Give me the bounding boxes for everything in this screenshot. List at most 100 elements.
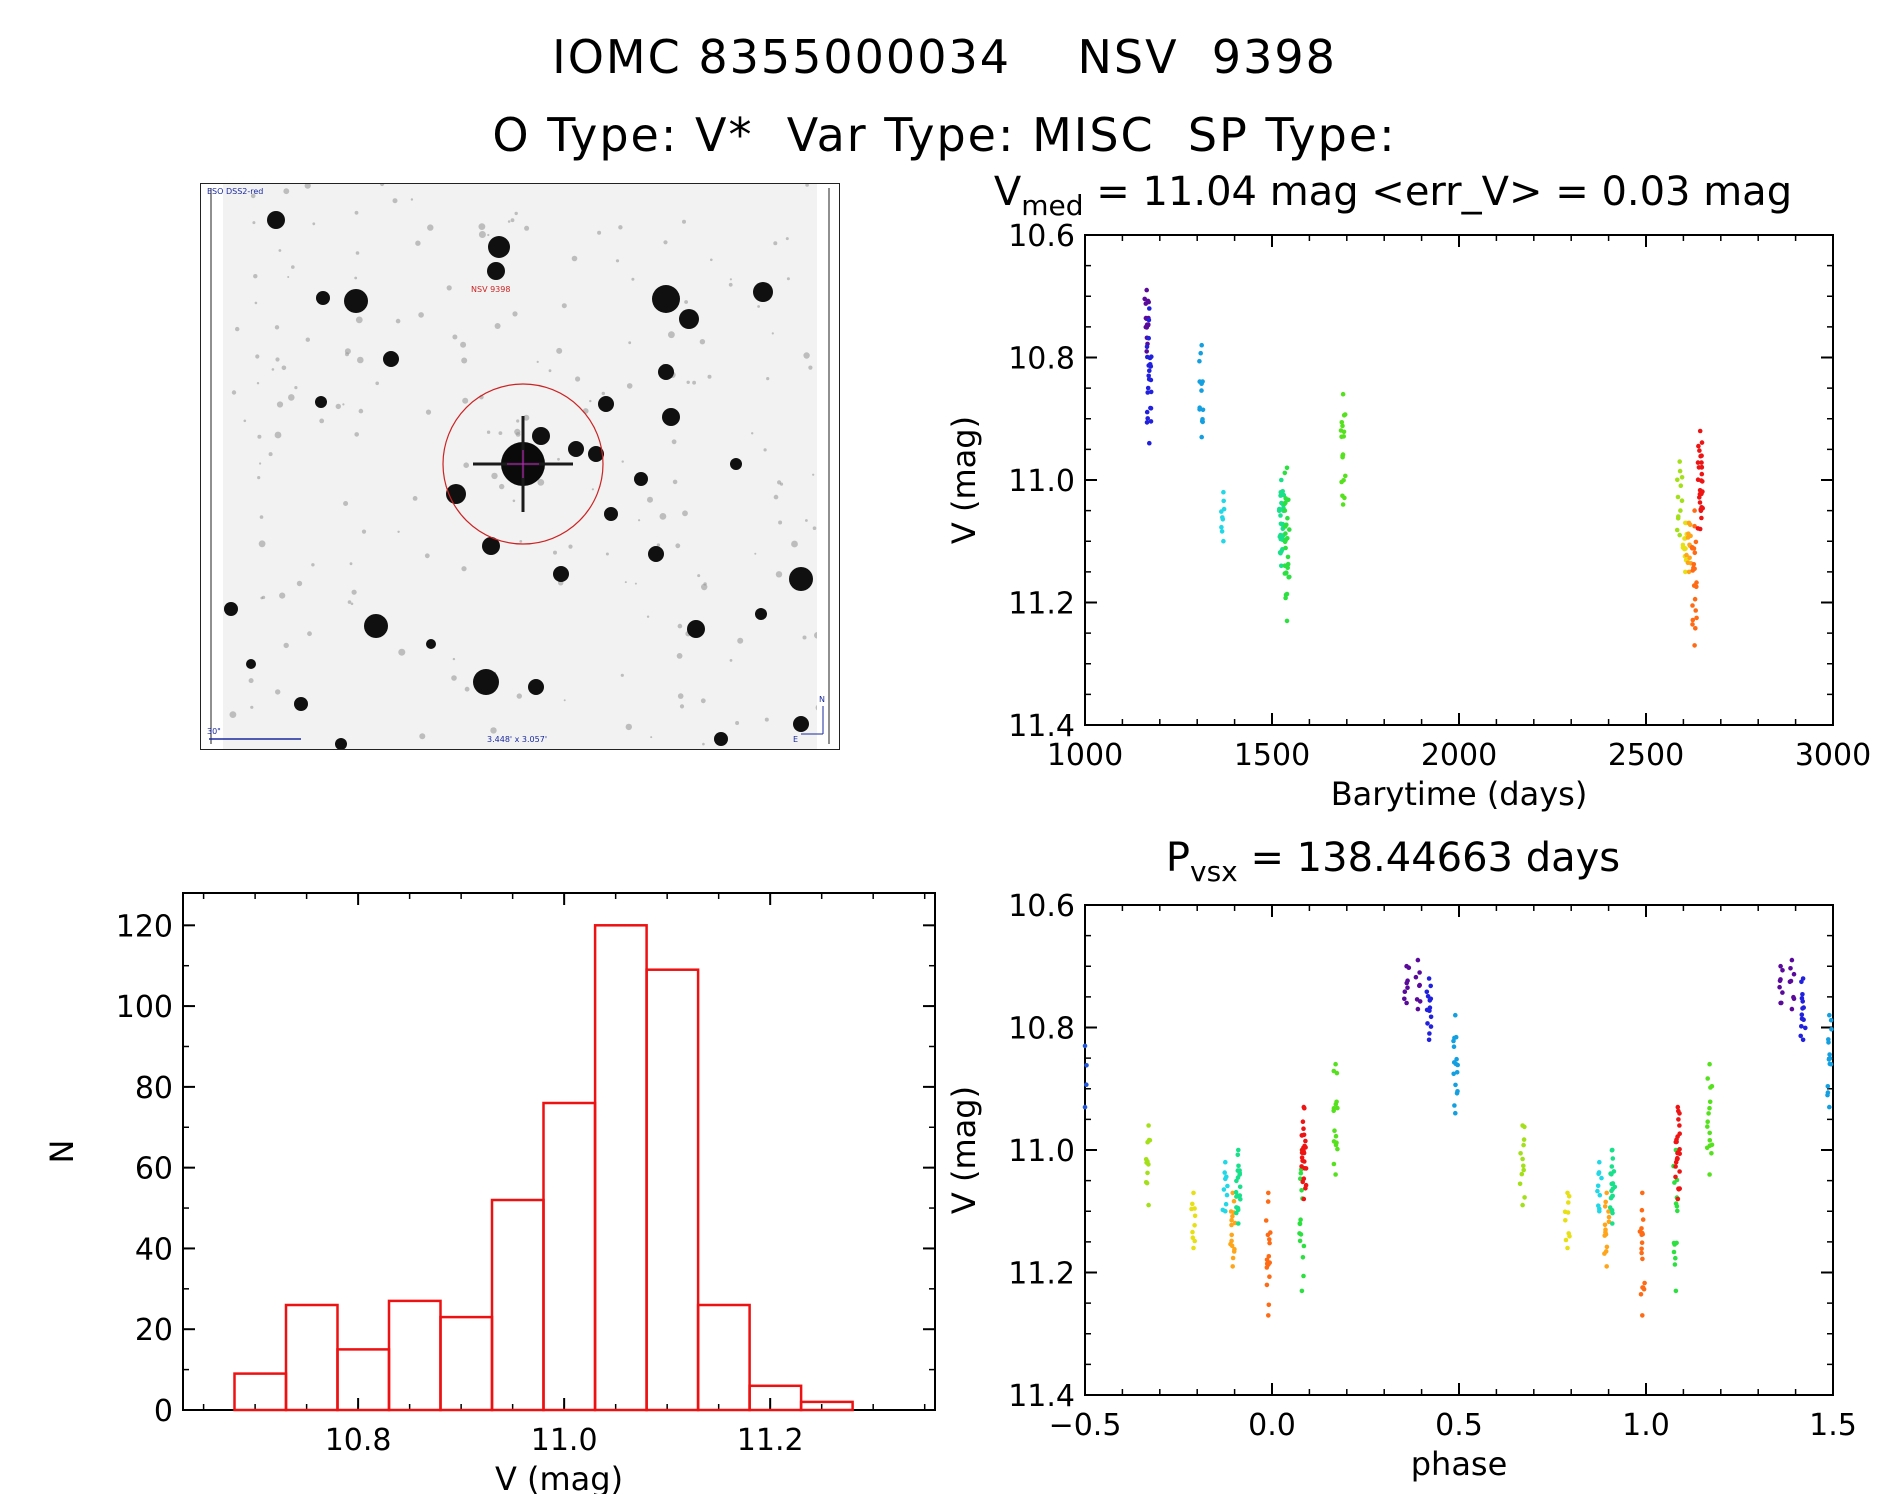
data-point bbox=[1787, 979, 1793, 985]
histogram-panel: 10.8 11.0 11.2 0 20 40 60 80 100 120 V (mag) N bbox=[43, 892, 936, 1494]
data-point bbox=[1677, 468, 1683, 474]
finder-scale-label: 30" bbox=[207, 727, 221, 736]
data-point bbox=[1417, 970, 1422, 975]
data-point bbox=[1404, 980, 1409, 986]
faint-star bbox=[763, 448, 767, 452]
data-point bbox=[1219, 524, 1224, 530]
faint-star bbox=[494, 323, 501, 329]
data-point bbox=[1143, 324, 1149, 330]
data-point bbox=[1694, 615, 1699, 621]
data-point bbox=[1221, 498, 1226, 504]
faint-star bbox=[351, 589, 357, 595]
faint-star bbox=[276, 401, 284, 408]
faint-star bbox=[697, 574, 701, 578]
star bbox=[294, 697, 308, 711]
star bbox=[335, 738, 347, 749]
faint-star bbox=[735, 721, 740, 725]
data-point bbox=[1199, 388, 1204, 393]
faint-star bbox=[737, 637, 744, 644]
data-point bbox=[1826, 1037, 1831, 1042]
data-point bbox=[1231, 1198, 1237, 1204]
data-point bbox=[1707, 1099, 1713, 1105]
data-point bbox=[1229, 1222, 1234, 1228]
data-point bbox=[1340, 502, 1346, 507]
data-point bbox=[1267, 1237, 1272, 1242]
data-point bbox=[1693, 626, 1698, 631]
data-point bbox=[1690, 622, 1695, 627]
data-point bbox=[1299, 1188, 1304, 1193]
data-point bbox=[1640, 1313, 1645, 1318]
plot-frame bbox=[1084, 904, 1834, 1396]
data-point bbox=[1266, 1254, 1272, 1259]
data-point bbox=[1563, 1237, 1569, 1243]
data-point bbox=[1791, 971, 1797, 977]
faint-star bbox=[589, 399, 592, 403]
faint-star bbox=[516, 419, 520, 423]
data-point bbox=[1604, 1190, 1609, 1196]
data-point bbox=[1675, 1150, 1680, 1155]
data-point bbox=[1335, 1146, 1340, 1152]
y-tick-label: 10.8 bbox=[1008, 342, 1075, 377]
data-point bbox=[1146, 1137, 1152, 1143]
data-point bbox=[1603, 1199, 1608, 1205]
faint-star bbox=[427, 224, 434, 231]
faint-star bbox=[729, 659, 733, 662]
data-point bbox=[1599, 1175, 1604, 1181]
data-point bbox=[1563, 1218, 1568, 1223]
data-point bbox=[1197, 379, 1202, 384]
faint-star bbox=[779, 482, 784, 486]
data-point bbox=[1695, 460, 1701, 465]
data-point bbox=[1697, 500, 1703, 505]
data-point bbox=[1082, 1104, 1088, 1110]
data-point bbox=[1827, 1056, 1833, 1061]
figure-subtitle: O Type: V* Var Type: MISC SP Type: bbox=[492, 108, 1397, 162]
faint-star bbox=[775, 571, 783, 578]
faint-star bbox=[419, 733, 426, 740]
data-point bbox=[1235, 1175, 1241, 1180]
data-point bbox=[1334, 1070, 1340, 1076]
faint-star bbox=[235, 326, 240, 332]
star bbox=[364, 614, 388, 638]
data-point bbox=[1452, 1035, 1457, 1041]
phased-title: Pvsx = 138.44663 days bbox=[1166, 835, 1620, 888]
star bbox=[487, 262, 505, 280]
faint-star bbox=[524, 225, 530, 231]
y-axis-label: V (mag) bbox=[945, 416, 983, 544]
data-point bbox=[1604, 1244, 1610, 1250]
data-point bbox=[1425, 1021, 1430, 1026]
faint-star bbox=[261, 595, 266, 600]
faint-star bbox=[805, 519, 808, 522]
faint-star bbox=[778, 520, 783, 525]
data-point bbox=[1301, 1273, 1306, 1279]
data-point bbox=[1609, 1207, 1615, 1213]
data-point bbox=[1677, 1169, 1682, 1174]
data-point bbox=[1684, 552, 1689, 558]
data-point bbox=[1427, 1031, 1432, 1036]
data-point bbox=[1340, 423, 1345, 429]
data-point bbox=[1699, 460, 1704, 465]
faint-star bbox=[751, 432, 754, 435]
data-point bbox=[1686, 569, 1692, 575]
faint-star bbox=[663, 240, 668, 245]
faint-star bbox=[671, 439, 677, 445]
data-point bbox=[1788, 966, 1793, 971]
histogram-bar bbox=[593, 924, 648, 1412]
data-point bbox=[1223, 1208, 1228, 1214]
faint-star bbox=[803, 352, 810, 359]
faint-star bbox=[650, 736, 653, 739]
faint-star bbox=[451, 675, 457, 681]
data-point bbox=[1343, 473, 1348, 479]
faint-star bbox=[395, 318, 401, 324]
data-point bbox=[1640, 1190, 1645, 1196]
star bbox=[316, 291, 330, 305]
data-point bbox=[1340, 391, 1346, 397]
faint-star bbox=[692, 380, 696, 385]
data-point bbox=[1267, 1240, 1272, 1246]
star bbox=[662, 408, 680, 426]
faint-star bbox=[757, 305, 760, 308]
star bbox=[588, 446, 604, 462]
star bbox=[789, 567, 813, 591]
data-point bbox=[1521, 1167, 1526, 1173]
data-point bbox=[1602, 1204, 1608, 1209]
data-point bbox=[1230, 1264, 1235, 1269]
